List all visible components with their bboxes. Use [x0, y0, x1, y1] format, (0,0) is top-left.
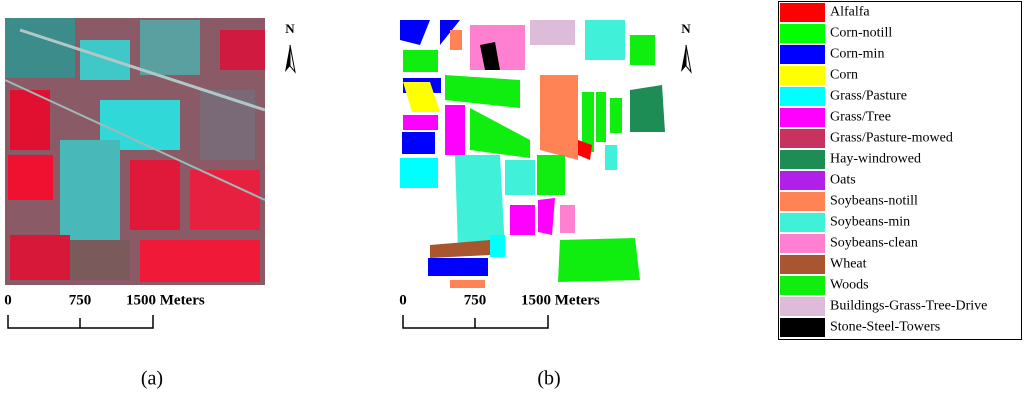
legend-swatch	[780, 150, 825, 169]
north-label: N	[681, 21, 691, 36]
legend-label: Wheat	[830, 257, 867, 272]
scale-label: 750	[69, 292, 92, 308]
legend-label: Corn	[830, 68, 858, 83]
legend-label: Soybeans-min	[830, 215, 910, 230]
legend-swatch	[780, 318, 825, 337]
legend-label: Corn-notill	[830, 26, 892, 41]
legend-label: Oats	[830, 173, 856, 188]
north-label: N	[285, 21, 295, 36]
legend-swatch	[780, 24, 825, 43]
legend-label: Grass/Pasture	[830, 89, 907, 104]
legend-swatch	[780, 108, 825, 127]
legend-swatch	[780, 297, 825, 316]
legend-label: Soybeans-clean	[830, 236, 918, 251]
legend-swatch	[780, 171, 825, 190]
legend-swatch	[780, 129, 825, 148]
scale-label: 0	[399, 292, 407, 308]
legend-swatch	[780, 87, 825, 106]
legend-label: Stone-Steel-Towers	[830, 320, 940, 335]
false-color-image	[4, 18, 266, 285]
legend-swatch	[780, 192, 825, 211]
north-arrow	[285, 44, 296, 74]
scale-bar	[7, 315, 549, 329]
legend-label: Hay-windrowed	[830, 152, 921, 167]
scale-label: 1500 Meters	[126, 292, 205, 308]
legend-swatch	[780, 213, 825, 232]
north-arrow	[681, 44, 692, 74]
legend-swatch	[780, 234, 825, 253]
scale-label: 0	[4, 292, 12, 308]
legend-label: Grass/Pasture-mowed	[830, 131, 953, 146]
legend-label: Corn-min	[830, 47, 884, 62]
legend-label: Soybeans-notill	[830, 194, 918, 209]
legend-swatch	[780, 66, 825, 85]
legend-label: Alfalfa	[830, 5, 870, 20]
scale-label: 750	[464, 292, 487, 308]
legend-swatch	[780, 45, 825, 64]
legend-label: Grass/Tree	[830, 110, 891, 125]
legend-swatch	[780, 255, 825, 274]
legend-label: Woods	[830, 278, 869, 293]
ground-truth-map	[400, 20, 665, 288]
panel-caption: (a)	[141, 368, 163, 390]
scale-label: 1500 Meters	[521, 292, 600, 308]
panel-caption: (b)	[537, 368, 560, 390]
legend-swatch	[780, 3, 825, 22]
legend: Alfalfa Corn-notill Corn-min Corn Grass/Past…	[778, 1, 1022, 340]
legend-swatch	[780, 276, 825, 295]
legend-label: Buildings-Grass-Tree-Drive	[830, 299, 987, 314]
